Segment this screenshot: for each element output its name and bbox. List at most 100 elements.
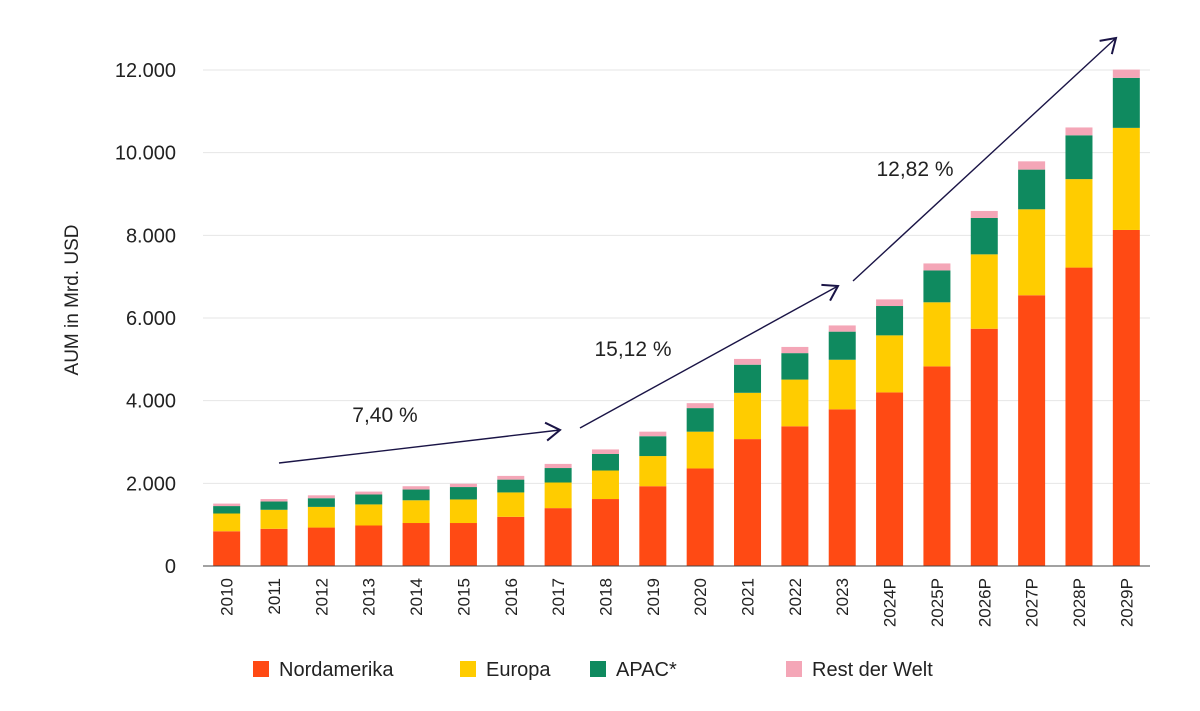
- bar-segment: [544, 468, 572, 483]
- bar-segment: [213, 506, 241, 514]
- y-tick-label: 4.000: [126, 391, 176, 413]
- x-tick-label: 2014: [407, 578, 426, 616]
- bar-segment: [355, 491, 383, 495]
- x-tick-label: 2024P: [881, 578, 900, 627]
- bar-segment: [1018, 161, 1046, 170]
- growth-arrow-head: [1099, 36, 1118, 55]
- growth-rate-label: 12,82 %: [876, 158, 953, 181]
- bar-segment: [449, 523, 477, 566]
- y-tick-label: 0: [165, 556, 176, 578]
- bar-segment: [876, 335, 904, 393]
- y-tick-label: 6.000: [126, 308, 176, 330]
- gridlines: [203, 69, 1150, 484]
- bar-segment: [355, 494, 383, 505]
- x-tick-label: 2029P: [1117, 578, 1136, 627]
- bar-segment: [734, 364, 762, 393]
- x-tick-label: 2020: [691, 578, 710, 616]
- bar-segment: [781, 346, 809, 354]
- bar-segment: [1112, 69, 1140, 78]
- legend-swatch: [786, 661, 802, 677]
- bar-segment: [1065, 179, 1093, 268]
- bar-segment: [402, 486, 430, 490]
- x-tick-label: 2015: [454, 578, 473, 616]
- bar-segment: [1018, 295, 1046, 566]
- bar-segment: [970, 217, 998, 255]
- bar-segment: [260, 501, 288, 510]
- bar-segment: [591, 499, 619, 566]
- bar-segment: [544, 482, 572, 509]
- bar-segment: [591, 449, 619, 454]
- bar-segment: [260, 509, 288, 529]
- bar-segment: [923, 270, 951, 303]
- x-tick-label: 2025P: [928, 578, 947, 627]
- growth-arrow-head: [544, 421, 562, 442]
- bar-segment: [307, 527, 335, 566]
- bar-segment: [639, 431, 667, 437]
- bar-segment: [213, 531, 241, 566]
- bar-segment: [449, 487, 477, 500]
- bar-segment: [307, 498, 335, 507]
- legend-label: Rest der Welt: [812, 659, 933, 681]
- x-tick-label: 2012: [312, 578, 331, 616]
- bar-segment: [497, 475, 525, 480]
- bar-segment: [213, 513, 241, 532]
- bar-segment: [970, 254, 998, 329]
- bar-segment: [828, 359, 856, 410]
- bars: [213, 69, 1140, 566]
- bar-segment: [591, 470, 619, 500]
- bar-segment: [355, 525, 383, 566]
- x-tick-label: 2011: [265, 578, 284, 615]
- x-tick-label: 2028P: [1070, 578, 1089, 627]
- bar-segment: [686, 431, 714, 469]
- x-axis-ticks: 2010 2011 2012 2013 2014 2015 2016 2017 2018 2019…: [218, 578, 1137, 627]
- bar-segment: [449, 483, 477, 488]
- bar-segment: [497, 479, 525, 493]
- x-tick-label: 2018: [596, 578, 615, 616]
- legend-label: APAC*: [616, 659, 677, 681]
- bar-segment: [260, 528, 288, 566]
- bar-segment: [734, 439, 762, 566]
- bar-segment: [876, 299, 904, 307]
- bar-segment: [970, 210, 998, 218]
- x-tick-label: 2026P: [975, 578, 994, 627]
- bar-segment: [781, 353, 809, 380]
- bar-segment: [402, 523, 430, 566]
- x-tick-label: 2017: [549, 578, 568, 616]
- bar-segment: [544, 508, 572, 566]
- bar-segment: [970, 328, 998, 566]
- bar-segment: [923, 366, 951, 566]
- legend-swatch: [253, 661, 269, 677]
- bar-segment: [1112, 229, 1140, 566]
- growth-arrow-head: [821, 283, 840, 302]
- growth-arrow-line: [852, 37, 1117, 282]
- y-tick-label: 12.000: [115, 60, 176, 82]
- bar-segment: [1065, 135, 1093, 180]
- bar-segment: [828, 331, 856, 360]
- x-tick-label: 2023: [833, 578, 852, 616]
- bar-segment: [686, 468, 714, 566]
- bar-segment: [1018, 209, 1046, 296]
- legend: Nordamerika Europa APAC* Rest der Welt: [253, 659, 933, 681]
- bar-segment: [307, 495, 335, 499]
- y-tick-label: 2.000: [126, 473, 176, 495]
- legend-swatch: [590, 661, 606, 677]
- bar-segment: [497, 516, 525, 566]
- bar-segment: [923, 302, 951, 367]
- bar-segment: [781, 379, 809, 427]
- legend-label: Europa: [486, 659, 551, 681]
- bar-segment: [828, 325, 856, 332]
- bar-segment: [307, 506, 335, 528]
- bar-segment: [734, 392, 762, 440]
- x-tick-label: 2013: [360, 578, 379, 616]
- bar-segment: [876, 306, 904, 336]
- bar-segment: [1065, 267, 1093, 566]
- bar-segment: [781, 426, 809, 566]
- y-tick-label: 8.000: [126, 225, 176, 247]
- growth-annotations: 7,40 % 15,12 % 12,82 %: [278, 36, 1118, 464]
- legend-swatch: [460, 661, 476, 677]
- bar-segment: [213, 503, 241, 507]
- legend-label: Nordamerika: [279, 659, 394, 681]
- growth-rate-label: 15,12 %: [594, 338, 671, 361]
- bar-segment: [1112, 127, 1140, 230]
- y-tick-label: 10.000: [115, 143, 176, 165]
